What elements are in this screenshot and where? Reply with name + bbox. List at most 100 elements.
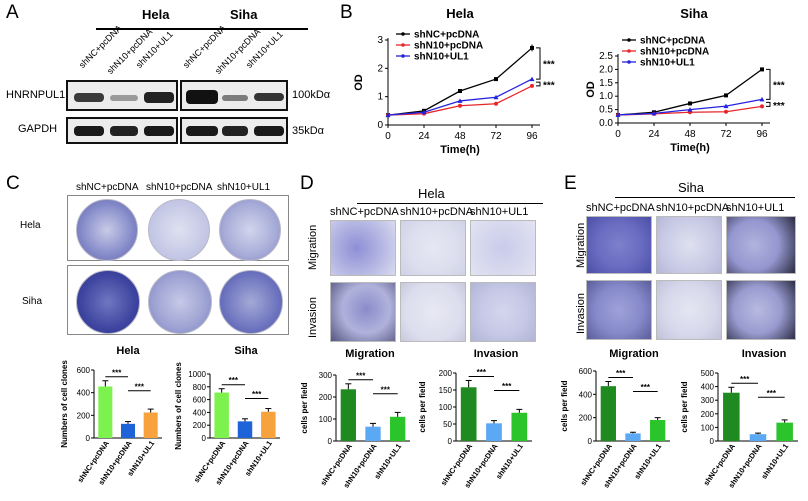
chart-title: Migration xyxy=(609,348,659,360)
legend-label-2: shN10+pcDNA xyxy=(640,47,709,58)
size-label-100kda: 100kDα xyxy=(292,89,331,101)
y-tick-label: 500 xyxy=(701,369,715,378)
sig-bracket-2 xyxy=(536,81,541,87)
y-tick-label: 0 xyxy=(588,437,593,446)
data-point xyxy=(494,101,498,106)
data-point xyxy=(421,109,427,115)
legend-marker-2 xyxy=(627,49,631,53)
col-label-c-2: shN10+pcDNA xyxy=(146,182,213,193)
data-point xyxy=(458,89,462,93)
y-tick-label: 2.5 xyxy=(599,51,613,62)
x-tick-label: shN10+UL1 xyxy=(759,442,790,481)
y-tick-label: 100 xyxy=(319,415,333,424)
sig-label-1: *** xyxy=(740,375,750,384)
title-line-e xyxy=(615,197,795,198)
data-point xyxy=(760,67,764,72)
image-d-migration-3 xyxy=(470,220,536,276)
image-d-migration-2 xyxy=(400,220,466,276)
legend-marker-1 xyxy=(401,32,405,36)
band xyxy=(74,126,104,136)
legend-label-2: shN10+pcDNA xyxy=(414,41,483,52)
bar-2 xyxy=(749,434,767,441)
y-tick-label: 600 xyxy=(579,367,593,376)
y-tick-label: 300 xyxy=(701,396,715,405)
row-label-d-invasion: Invasion xyxy=(307,297,319,338)
bar-2 xyxy=(120,423,136,438)
y-tick-label: 800 xyxy=(193,383,207,392)
image-d-invasion-2 xyxy=(400,282,466,342)
y-tick-label: 100 xyxy=(701,423,715,432)
panel-label-c: C xyxy=(6,173,20,194)
y-axis-label: cells per field xyxy=(300,382,309,433)
bar-1 xyxy=(214,392,229,438)
data-point xyxy=(688,101,692,106)
legend-marker-3 xyxy=(627,60,631,64)
y-tick-label: 0 xyxy=(86,434,91,443)
y-tick-label: 0 xyxy=(202,434,207,443)
data-point xyxy=(687,107,693,112)
image-e-invasion-3 xyxy=(726,280,796,340)
sig-label-1: *** xyxy=(543,60,555,71)
sig-label-2: *** xyxy=(252,390,262,399)
x-tick-label: 0 xyxy=(615,129,621,140)
data-point xyxy=(530,45,534,50)
band xyxy=(186,126,218,136)
sig-label-2: *** xyxy=(773,101,785,112)
title-line-d xyxy=(357,203,543,204)
title-d: Hela xyxy=(418,186,445,201)
y-tick-label: 600 xyxy=(193,396,207,405)
y-tick-label: 200 xyxy=(701,410,715,419)
y-tick-label: 1.0 xyxy=(599,91,613,102)
legend-marker-2 xyxy=(401,43,405,47)
y-tick-label: 0.0 xyxy=(599,118,613,129)
image-d-invasion-1 xyxy=(330,282,396,342)
bar-1 xyxy=(460,387,477,441)
data-point xyxy=(493,94,499,100)
bar-1 xyxy=(723,392,740,441)
group-line-siha xyxy=(213,28,308,30)
size-label-35kda: 35kDα xyxy=(292,125,325,137)
group-label-hela: Hela xyxy=(142,7,170,22)
sig-label-1: *** xyxy=(477,368,487,377)
x-tick-label: 96 xyxy=(756,129,768,140)
bar-3 xyxy=(390,416,406,441)
chart-title: Invasion xyxy=(742,348,787,360)
colony-dish xyxy=(219,199,281,261)
y-tick-label: 200 xyxy=(77,411,91,420)
band xyxy=(144,126,174,136)
colony-dish xyxy=(148,199,210,261)
colony-box-hela xyxy=(67,195,289,261)
y-axis-label: OD xyxy=(585,81,597,98)
band xyxy=(254,93,284,101)
bar-2 xyxy=(625,433,641,441)
x-axis-label: Time(h) xyxy=(440,144,480,156)
chart-c2: Siha 0 200 400 600 800 1000 Numbers of cell clo… xyxy=(174,345,280,487)
col-label-c-3: shN10+UL1 xyxy=(217,182,271,193)
bar-1 xyxy=(98,386,113,438)
sig-label-2: *** xyxy=(381,385,391,394)
y-tick-label: 1000 xyxy=(188,370,206,379)
y-axis-label: OD xyxy=(353,74,365,91)
x-tick-label: 72 xyxy=(490,131,502,142)
band xyxy=(110,95,138,101)
chart-e2: Invasion 0 100 200 300 400 500 cells per field s… xyxy=(680,348,798,490)
band xyxy=(110,126,138,136)
data-point xyxy=(759,96,765,102)
group-label-siha: Siha xyxy=(230,7,258,22)
data-point xyxy=(724,109,728,114)
colony-dish xyxy=(219,270,283,334)
bar-3 xyxy=(143,412,158,438)
image-e-invasion-2 xyxy=(656,280,722,340)
panel-label-e: E xyxy=(564,173,577,194)
legend-label-1: shNC+pcDNA xyxy=(640,36,705,47)
bar-1 xyxy=(340,389,356,441)
chart-title: Hela xyxy=(116,345,140,357)
panel-label-a: A xyxy=(6,2,19,23)
sig-label-2: *** xyxy=(502,382,512,391)
y-tick-label: 1.5 xyxy=(599,78,613,89)
legend-label-3: shN10+UL1 xyxy=(414,52,469,63)
sig-label-2: *** xyxy=(641,383,651,392)
band xyxy=(74,93,104,102)
